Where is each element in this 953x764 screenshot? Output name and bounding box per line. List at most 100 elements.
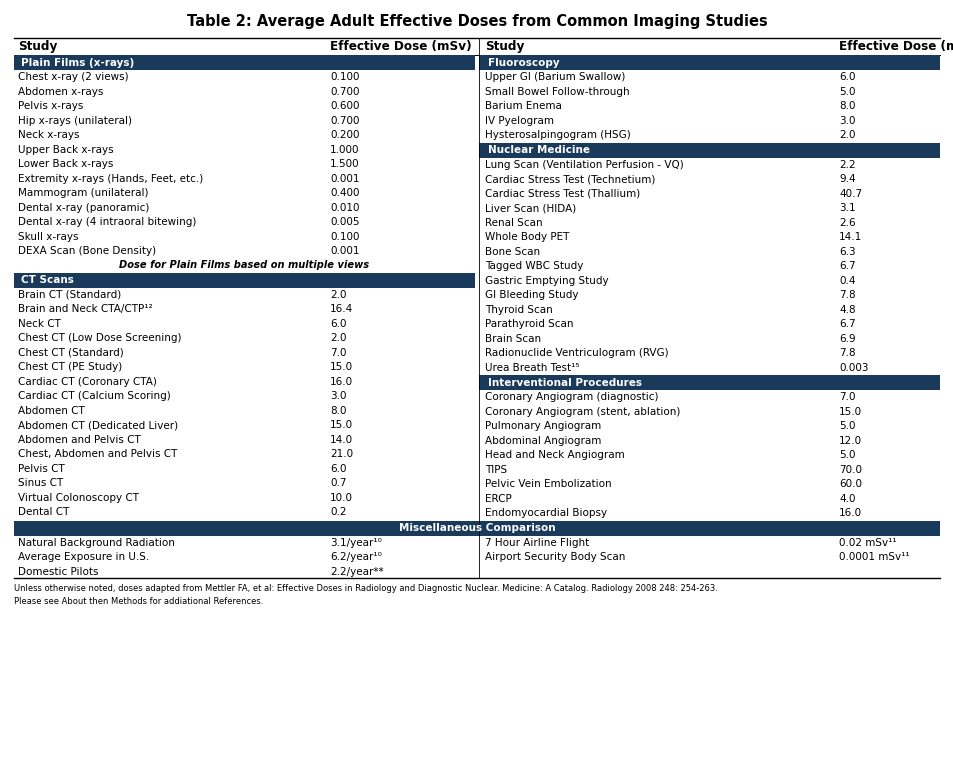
Text: 16.4: 16.4 [330, 304, 353, 314]
Text: Effective Dose (mSv): Effective Dose (mSv) [330, 40, 471, 53]
Text: Neck x-rays: Neck x-rays [18, 130, 79, 141]
Text: 6.9: 6.9 [838, 334, 855, 344]
Text: 2.0: 2.0 [838, 130, 855, 141]
Bar [14, 520, 939, 536]
Text: 2.2/year**: 2.2/year** [330, 567, 383, 577]
Text: 16.0: 16.0 [838, 508, 862, 518]
Text: 1.000: 1.000 [330, 144, 359, 155]
Text: Lower Back x-rays: Lower Back x-rays [18, 159, 113, 170]
Text: 0.001: 0.001 [330, 246, 359, 256]
Text: 21.0: 21.0 [330, 449, 353, 459]
Text: 70.0: 70.0 [838, 465, 862, 474]
Text: 16.0: 16.0 [330, 377, 353, 387]
Text: 7.0: 7.0 [838, 392, 855, 403]
Text: Table 2: Average Adult Effective Doses from Common Imaging Studies: Table 2: Average Adult Effective Doses f… [187, 14, 766, 29]
Text: Tagged WBC Study: Tagged WBC Study [484, 261, 583, 271]
Text: 7.8: 7.8 [838, 348, 855, 358]
Text: Bone Scan: Bone Scan [484, 247, 539, 257]
Text: 0.400: 0.400 [330, 188, 359, 198]
Text: CT Scans: CT Scans [21, 275, 73, 285]
Text: Parathyroid Scan: Parathyroid Scan [484, 319, 573, 329]
Text: 7 Hour Airline Flight: 7 Hour Airline Flight [484, 538, 589, 548]
Text: 10.0: 10.0 [330, 493, 353, 503]
Text: Sinus CT: Sinus CT [18, 478, 63, 488]
Text: Fluoroscopy: Fluoroscopy [488, 57, 559, 67]
Text: Small Bowel Follow-through: Small Bowel Follow-through [484, 87, 629, 97]
Text: 40.7: 40.7 [838, 189, 862, 199]
Text: Unless otherwise noted, doses adapted from Mettler FA, et al: Effective Doses in: Unless otherwise noted, doses adapted fr… [14, 584, 717, 593]
Text: Study: Study [18, 40, 57, 53]
Bar [478, 55, 939, 70]
Text: 1.500: 1.500 [330, 159, 359, 170]
Text: Cardiac CT (Calcium Scoring): Cardiac CT (Calcium Scoring) [18, 391, 171, 401]
Text: Pelvic Vein Embolization: Pelvic Vein Embolization [484, 479, 611, 489]
Bar [14, 55, 475, 70]
Text: Thyroid Scan: Thyroid Scan [484, 305, 552, 315]
Text: Renal Scan: Renal Scan [484, 218, 542, 228]
Text: Study: Study [484, 40, 524, 53]
Text: 0.02 mSv¹¹: 0.02 mSv¹¹ [838, 538, 896, 548]
Text: Natural Background Radiation: Natural Background Radiation [18, 538, 174, 548]
Text: Interventional Procedures: Interventional Procedures [488, 377, 641, 387]
Text: 4.8: 4.8 [838, 305, 855, 315]
Text: Pulmonary Angiogram: Pulmonary Angiogram [484, 421, 600, 431]
Text: 8.0: 8.0 [838, 102, 855, 112]
Text: 12.0: 12.0 [838, 435, 862, 445]
Text: Chest CT (Low Dose Screening): Chest CT (Low Dose Screening) [18, 333, 181, 343]
Text: 0.003: 0.003 [838, 363, 867, 373]
Text: Upper GI (Barium Swallow): Upper GI (Barium Swallow) [484, 73, 625, 83]
Text: 3.0: 3.0 [330, 391, 346, 401]
Text: Hip x-rays (unilateral): Hip x-rays (unilateral) [18, 116, 132, 126]
Text: 15.0: 15.0 [330, 420, 353, 430]
Text: 5.0: 5.0 [838, 87, 855, 97]
Text: 0.2: 0.2 [330, 507, 346, 517]
Text: Coronary Angiogram (stent, ablation): Coronary Angiogram (stent, ablation) [484, 406, 679, 416]
Text: Dental CT: Dental CT [18, 507, 70, 517]
Text: 6.2/year¹⁰: 6.2/year¹⁰ [330, 552, 381, 562]
Text: Radionuclide Ventriculogram (RVG): Radionuclide Ventriculogram (RVG) [484, 348, 668, 358]
Text: Abdomen and Pelvis CT: Abdomen and Pelvis CT [18, 435, 141, 445]
Text: Dose for Plain Films based on multiple views: Dose for Plain Films based on multiple v… [119, 261, 369, 270]
Text: 0.001: 0.001 [330, 173, 359, 184]
Text: 5.0: 5.0 [838, 421, 855, 431]
Text: Pelvis CT: Pelvis CT [18, 464, 65, 474]
Text: 7.0: 7.0 [330, 348, 346, 358]
Text: Skull x-rays: Skull x-rays [18, 231, 78, 241]
Text: Cardiac CT (Coronary CTA): Cardiac CT (Coronary CTA) [18, 377, 156, 387]
Text: 3.1/year¹⁰: 3.1/year¹⁰ [330, 538, 381, 548]
Text: 15.0: 15.0 [330, 362, 353, 372]
Text: Cardiac Stress Test (Technetium): Cardiac Stress Test (Technetium) [484, 174, 655, 184]
Text: Virtual Colonoscopy CT: Virtual Colonoscopy CT [18, 493, 139, 503]
Text: Abdomen CT (Dedicated Liver): Abdomen CT (Dedicated Liver) [18, 420, 178, 430]
Text: Effective Dose (mSv): Effective Dose (mSv) [838, 40, 953, 53]
Text: GI Bleeding Study: GI Bleeding Study [484, 290, 578, 300]
Text: Coronary Angiogram (diagnostic): Coronary Angiogram (diagnostic) [484, 392, 658, 403]
Text: TIPS: TIPS [484, 465, 507, 474]
Text: Chest, Abdomen and Pelvis CT: Chest, Abdomen and Pelvis CT [18, 449, 177, 459]
Text: Abdominal Angiogram: Abdominal Angiogram [484, 435, 600, 445]
Text: 6.7: 6.7 [838, 261, 855, 271]
Text: Brain Scan: Brain Scan [484, 334, 540, 344]
Text: 0.600: 0.600 [330, 102, 359, 112]
Text: ERCP: ERCP [484, 494, 511, 503]
Text: 0.7: 0.7 [330, 478, 346, 488]
Text: Pelvis x-rays: Pelvis x-rays [18, 102, 83, 112]
Text: Liver Scan (HIDA): Liver Scan (HIDA) [484, 203, 576, 213]
Text: 0.100: 0.100 [330, 231, 359, 241]
Text: 0.200: 0.200 [330, 130, 359, 141]
Text: Dental x-ray (4 intraoral bitewing): Dental x-ray (4 intraoral bitewing) [18, 217, 196, 227]
Text: 0.100: 0.100 [330, 73, 359, 83]
Bar [14, 273, 475, 287]
Text: 6.0: 6.0 [838, 73, 855, 83]
Text: 2.2: 2.2 [838, 160, 855, 170]
Text: 2.0: 2.0 [330, 290, 346, 299]
Text: Hysterosalpingogram (HSG): Hysterosalpingogram (HSG) [484, 130, 630, 141]
Text: 2.6: 2.6 [838, 218, 855, 228]
Text: 14.1: 14.1 [838, 232, 862, 242]
Text: Gastric Emptying Study: Gastric Emptying Study [484, 276, 608, 286]
Text: Average Exposure in U.S.: Average Exposure in U.S. [18, 552, 149, 562]
Text: Abdomen x-rays: Abdomen x-rays [18, 87, 103, 97]
Text: Brain CT (Standard): Brain CT (Standard) [18, 290, 121, 299]
Text: Please see About then Methods for addiational References.: Please see About then Methods for addiat… [14, 597, 263, 606]
Text: Cardiac Stress Test (Thallium): Cardiac Stress Test (Thallium) [484, 189, 639, 199]
